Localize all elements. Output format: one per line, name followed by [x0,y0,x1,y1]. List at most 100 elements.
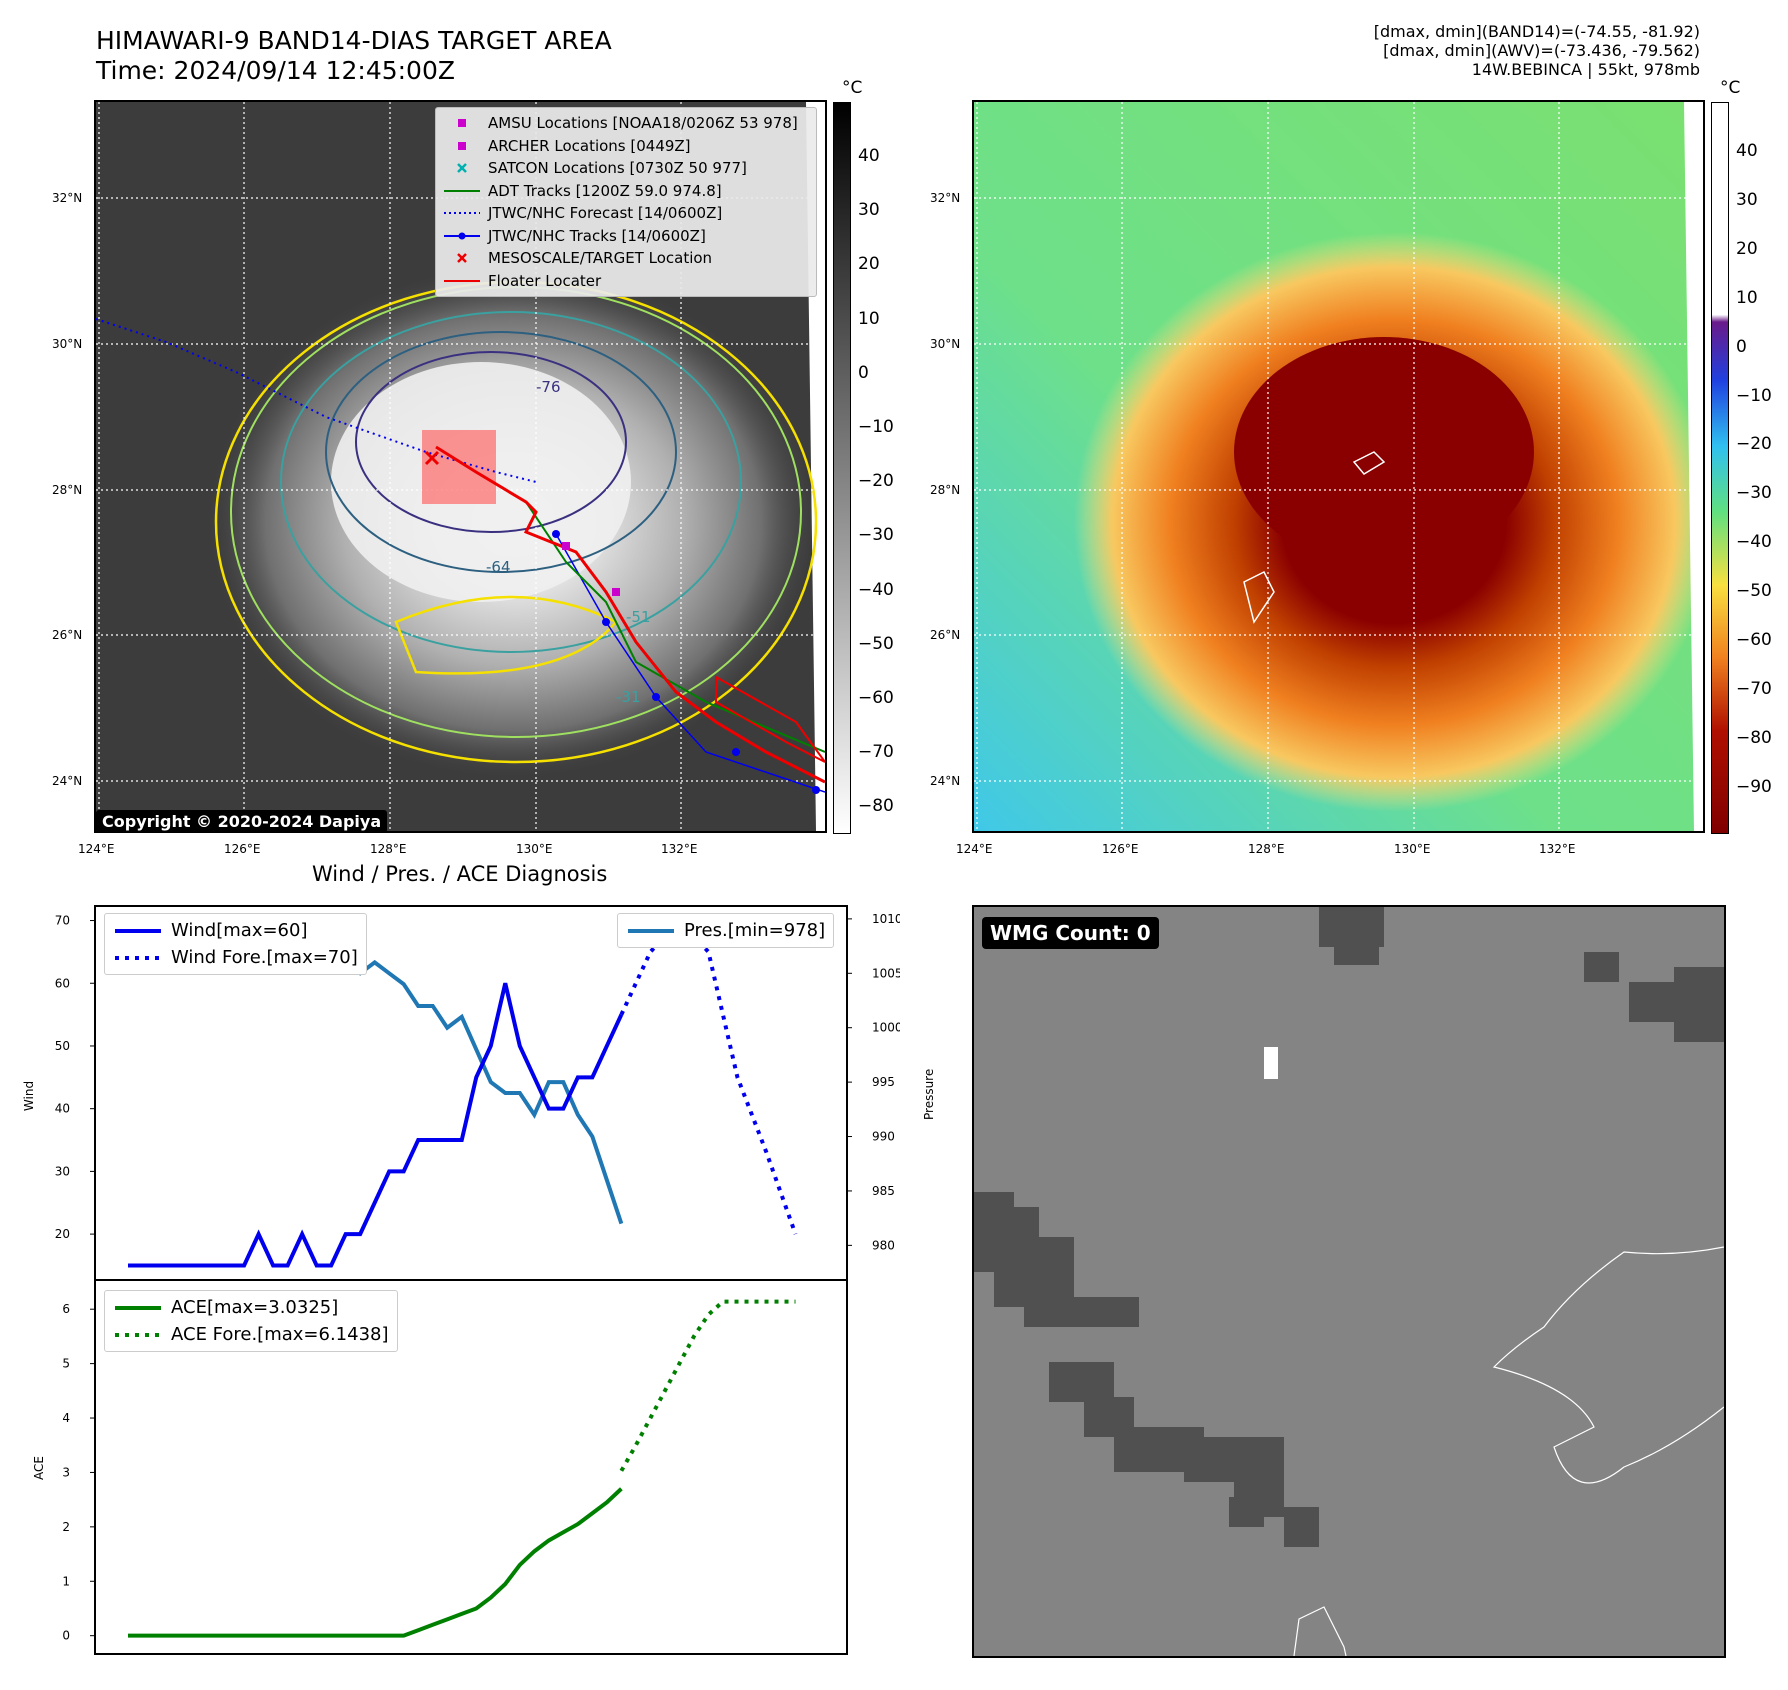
wmg-patches [974,907,1724,1547]
legend-ace-fore: ACE Fore.[max=6.1438] [113,1321,389,1348]
color-edge [1684,102,1703,831]
figure-title: HIMAWARI-9 BAND14-DIAS TARGET AREA [96,26,612,55]
color-colorbar-tick: −80 [1736,727,1772,748]
color-colorbar-tick: 30 [1736,189,1758,210]
wind-tick-label: 50 [55,1039,70,1053]
legend-item-floater: Floater Locater [442,270,810,293]
lat-tick: 24°N [52,774,83,788]
legend-marker-archer [442,138,482,154]
lon-tick: 132°E [661,842,698,856]
color-gridlines [974,102,1703,831]
lat-tick: 24°N [930,774,961,788]
legend-ace-swatch [115,1305,161,1310]
wmg-coastline [1492,1246,1724,1484]
ir-colorbar-tick: −10 [858,417,894,437]
legend-item-mesoscale: MESOSCALE/TARGET Location [442,247,810,270]
color-colorbar-tick: −10 [1736,385,1772,406]
color-colorbar-tick: −70 [1736,678,1772,699]
ace-legend: ACE[max=3.0325] ACE Fore.[max=6.1438] [104,1290,398,1352]
contour-label-76: -76 [536,378,561,396]
wind-tick-label: 30 [55,1164,70,1178]
info-block: [dmax, dmin](BAND14)=(-74.55, -81.92) [d… [1100,22,1700,79]
legend-marker-amsu [442,115,482,131]
lat-tick: 32°N [930,191,961,205]
legend-item-jtwc-tracks: JTWC/NHC Tracks [14/0600Z] [442,225,810,248]
ir-colorbar-tick: −30 [858,525,894,546]
color-colorbar-tick: −60 [1736,630,1772,650]
color-colorbar-tick: 40 [1736,141,1758,161]
color-colorbar-tick: −90 [1736,776,1772,797]
lon-tick: 124°E [78,842,115,856]
legend-ace-fore-swatch [115,1332,161,1337]
color-colorbar-tick: −40 [1736,532,1772,553]
ace-tick-label: 1 [62,1574,70,1588]
pres-tick-label: 990 [872,1130,895,1144]
legend-item-archer: ARCHER Locations [0449Z] [442,135,810,158]
legend-pres: Pres.[min=978] [626,917,825,944]
legend-pres-swatch [628,928,674,933]
color-colorbar-tick: −50 [1736,581,1772,602]
ir-colorbar-tick: −20 [858,471,894,492]
wind-legend: Wind[max=60] Wind Fore.[max=70] [104,913,367,975]
info-awv: [dmax, dmin](AWV)=(-73.436, -79.562) [1383,41,1700,60]
legend-item-adt: ADT Tracks [1200Z 59.0 974.8] [442,180,810,203]
legend-wind-swatch [115,928,161,933]
lat-tick: 26°N [930,628,961,642]
contour-label-64: -64 [486,558,511,576]
lat-tick: 28°N [930,483,961,497]
pres-tick-label: 995 [872,1075,895,1089]
lat-tick: 28°N [52,483,83,497]
color-colorbar-tick: −20 [1736,434,1772,455]
legend-marker-mesoscale [442,250,482,266]
color-colorbar [1711,102,1729,834]
lon-tick: 126°E [224,842,261,856]
ir-colorbar-tick: −40 [858,579,894,600]
contour-blue [325,331,677,573]
ir-colorbar-tick: 0 [858,362,869,383]
color-cdo [1234,337,1534,567]
ir-colorbar-tick: 30 [858,200,880,221]
amsu-marker [562,542,570,550]
wmg-panel [972,905,1726,1658]
lon-tick: 132°E [1539,842,1576,856]
ir-colorbar-unit: °C [842,78,863,98]
wmg-count-badge: WMG Count: 0 [982,917,1159,949]
ace-yticks: 0 1 2 3 4 5 6 [62,1302,95,1643]
pres-legend: Pres.[min=978] [617,913,835,948]
contour-navy [355,351,627,533]
lon-tick: 130°E [516,842,553,856]
wind-axis-label: Wind [22,1081,36,1111]
color-colorbar-tick: 20 [1736,238,1758,259]
adt-track [525,501,825,753]
target-box [422,430,496,504]
ace-tick-label: 6 [62,1302,70,1316]
jtwc-forecast-track [96,318,537,483]
coastline-okinawa [1243,570,1275,624]
wmg-map [974,907,1724,1656]
wind-forecast-series-line [619,917,798,1235]
legend-marker-jtwc-tracks [442,228,482,244]
pres-yticks: 980 985 990 995 1000 1005 1010 [847,912,900,1252]
pres-axis-label: Pressure [922,1068,936,1120]
color-map [974,102,1703,831]
ir-colorbar-tick: −60 [858,688,894,708]
wind-series-line [128,982,624,1268]
ir-colorbar-tick: 40 [858,146,880,166]
series-layer [126,916,798,1638]
legend-marker-satcon [442,160,482,176]
pres-tick-label: 980 [872,1238,895,1252]
wind-tick-label: 60 [55,976,70,990]
legend-ace: ACE[max=3.0325] [113,1294,389,1321]
ir-colorbar-tick: −70 [858,742,894,763]
target-marker [424,450,440,466]
ace-tick-label: 5 [62,1357,70,1371]
diag-title: Wind / Pres. / ACE Diagnosis [312,862,608,886]
pres-tick-label: 985 [872,1184,895,1198]
lat-tick: 30°N [930,337,961,351]
copyright-badge: Copyright © 2020-2024 Dapiya [96,810,388,833]
contour-label-51: -51 [626,608,651,626]
ace-series-line [128,1487,623,1638]
figure-time: Time: 2024/09/14 12:45:00Z [96,56,455,85]
legend-marker-adt [442,183,482,199]
ace-tick-label: 0 [62,1629,70,1643]
